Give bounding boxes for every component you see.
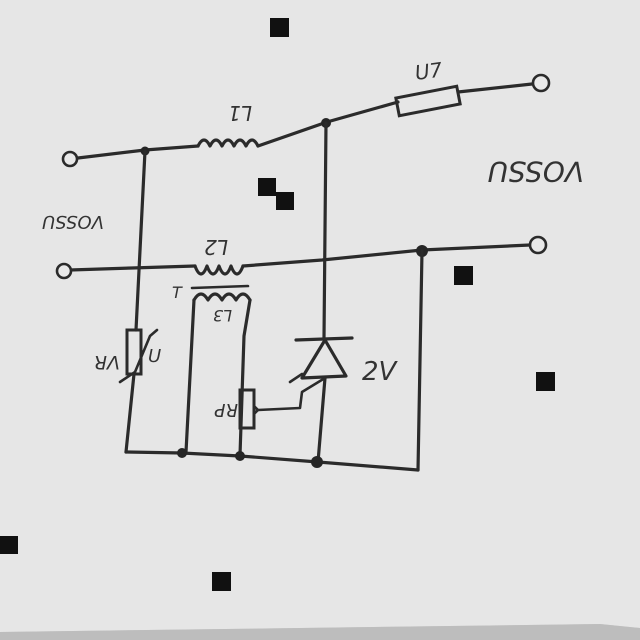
redaction-squares [0,18,555,591]
label-varistor-side: U [148,346,161,367]
transformer-core [190,284,250,290]
labels: U7 L1 L2 T L3 VR U 2V RP VOSSU VOSSU [42,57,584,420]
transformer-secondary-coil [192,292,252,302]
label-fuse: U7 [413,57,444,85]
junction-node [235,451,245,461]
fuse-symbol [394,84,462,118]
vertical-branches [118,121,424,472]
label-input-voltage: VOSSU [42,211,104,232]
label-transformer-mark: T [172,283,183,302]
label-inductor-l1: L1 [228,101,252,125]
junction-node [177,448,187,458]
input-terminal-middle [55,262,73,280]
thyristor-bar [294,336,354,342]
label-thyristor: 2V [362,357,399,387]
redaction-square [0,536,18,554]
inductor-l2-coil [193,264,245,276]
redaction-square [212,572,231,591]
label-varistor: VR [94,351,120,373]
middle-rail [55,235,548,302]
paper-shadow-edge [0,624,640,640]
top-rail [61,73,551,168]
junction-node [311,456,323,468]
redaction-square [270,18,289,37]
output-terminal-top [531,73,551,93]
label-potentiometer: RP [214,399,238,420]
label-inductor-l2: L2 [204,235,228,259]
output-terminal-middle [528,235,548,255]
redaction-square [536,372,555,391]
redaction-square [454,266,473,285]
label-output-voltage: VOSSU [488,155,584,188]
redaction-square [258,178,276,196]
label-transformer-secondary: L3 [213,306,232,325]
inductor-l1-coil [196,138,260,148]
redaction-square [276,192,294,210]
input-terminal-top [61,150,79,168]
bottom-rail [124,448,420,472]
